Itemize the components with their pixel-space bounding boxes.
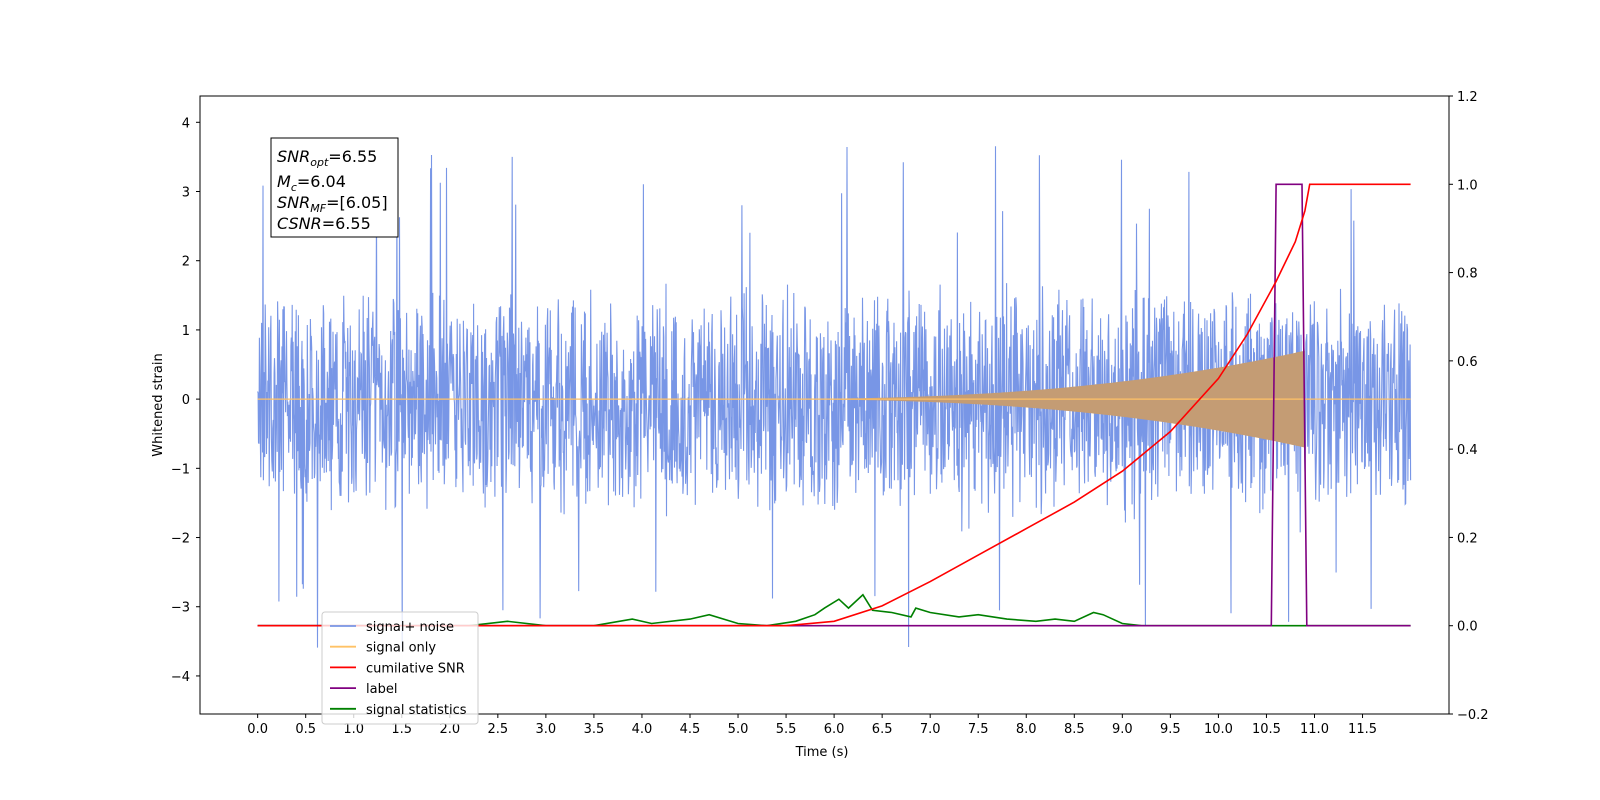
x-tick-label: 3.0 — [536, 722, 557, 737]
x-axis-label: Time (s) — [795, 745, 849, 760]
x-tick-label: 6.0 — [824, 722, 845, 737]
x-tick-label: 5.5 — [776, 722, 797, 737]
x-tick-label: 5.0 — [728, 722, 749, 737]
x-tick-label: 11.5 — [1348, 722, 1377, 737]
x-tick-label: 2.5 — [487, 722, 508, 737]
x-tick-label: 9.5 — [1160, 722, 1181, 737]
x-tick-label: 1.0 — [343, 722, 364, 737]
y2-tick-label: 1.0 — [1457, 178, 1478, 193]
x-axis-ticks: 0.0 0.5 1.0 1.5 2.0 2.5 3.0 3.5 4.0 4.5 5.0 5.5 6.0 6… — [247, 714, 1377, 737]
y2-tick-label: 0.4 — [1457, 443, 1478, 458]
x-tick-label: 6.5 — [872, 722, 893, 737]
x-tick-label: 0.0 — [247, 722, 268, 737]
axes-frame — [199, 95, 1450, 715]
y2-tick-label: 0.6 — [1457, 355, 1478, 370]
plot-area — [257, 146, 1412, 648]
y2-axis-ticks: 1.2 1.0 0.8 0.6 0.4 0.2 0.0 −0.2 — [1449, 90, 1489, 723]
y2-tick-label: 0.8 — [1457, 267, 1478, 282]
x-tick-label: 1.5 — [391, 722, 412, 737]
y-tick-label: 0 — [182, 393, 190, 408]
x-tick-label: 4.0 — [632, 722, 653, 737]
series-label — [257, 183, 1411, 627]
x-tick-label: 7.0 — [920, 722, 941, 737]
y-tick-label: −1 — [171, 462, 190, 477]
y2-tick-label: −0.2 — [1457, 708, 1489, 723]
y-tick-label: 1 — [182, 324, 190, 339]
y-axis-label: Whitened strain — [151, 353, 166, 456]
mc-annotation: Mc=6.04 — [277, 172, 346, 194]
legend-label: signal statistics — [366, 703, 467, 718]
y-tick-label: 3 — [182, 186, 190, 201]
series-signal-noise — [257, 146, 1412, 648]
y-tick-label: 4 — [182, 116, 190, 131]
legend: signal+ noise signal only cumilative SNR la… — [321, 611, 479, 725]
legend-label: signal only — [366, 641, 436, 656]
info-box: SNRopt=6.55 Mc=6.04 SNRMF=[6.05] CSNR=6.… — [270, 137, 399, 238]
y2-tick-label: 0.2 — [1457, 531, 1478, 546]
y-tick-label: −2 — [171, 532, 190, 547]
x-tick-label: 4.5 — [680, 722, 701, 737]
y-axis-ticks: 4 3 2 1 0 −1 −2 −3 −4 — [171, 116, 200, 685]
x-tick-label: 8.5 — [1064, 722, 1085, 737]
series-signal-statistics — [257, 593, 1411, 627]
y2-tick-label: 0.0 — [1457, 620, 1478, 635]
snr-mf-annotation: SNRMF=[6.05] — [277, 193, 388, 215]
legend-label: signal+ noise — [366, 620, 454, 635]
snr-opt-annotation: SNRopt=6.55 — [277, 147, 377, 169]
x-tick-label: 9.0 — [1112, 722, 1133, 737]
legend-label: label — [366, 682, 397, 697]
x-tick-label: 10.5 — [1252, 722, 1281, 737]
x-tick-label: 2.0 — [439, 722, 460, 737]
series-cumulative-snr — [257, 183, 1411, 627]
x-tick-label: 7.5 — [968, 722, 989, 737]
legend-label: cumilative SNR — [366, 661, 465, 676]
y-tick-label: −4 — [171, 670, 190, 685]
y2-tick-label: 1.2 — [1457, 90, 1478, 105]
y-tick-label: −3 — [171, 601, 190, 616]
x-tick-label: 11.0 — [1300, 722, 1329, 737]
x-tick-label: 0.5 — [295, 722, 316, 737]
x-tick-label: 8.0 — [1016, 722, 1037, 737]
x-tick-label: 3.5 — [584, 722, 605, 737]
x-tick-label: 10.0 — [1204, 722, 1233, 737]
csnr-annotation: CSNR=6.55 — [277, 214, 371, 233]
y-tick-label: 2 — [182, 255, 190, 270]
